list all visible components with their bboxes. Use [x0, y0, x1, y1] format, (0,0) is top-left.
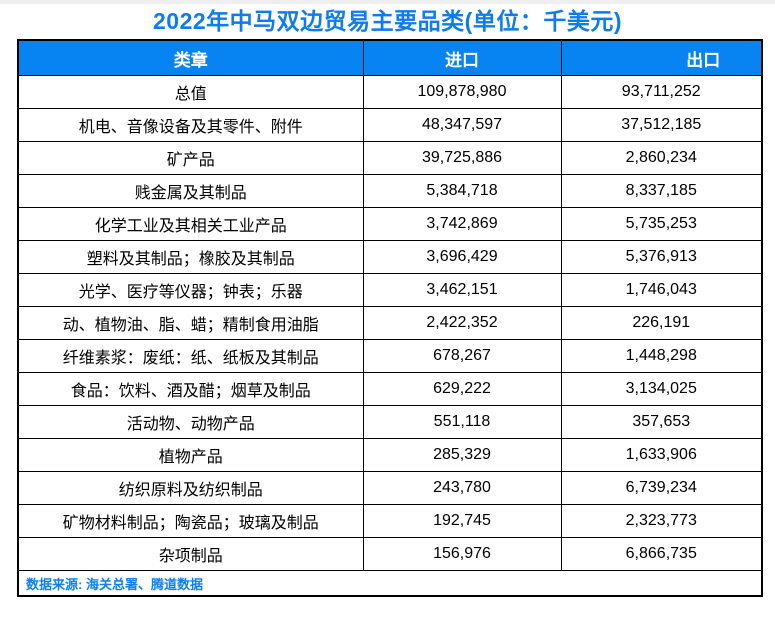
category-cell: 植物产品: [17, 438, 364, 472]
import-value-cell: 678,267: [362, 339, 562, 373]
top-strip-divider: [0, 0, 775, 4]
import-value-cell: 551,118: [362, 405, 562, 439]
export-value-cell: 6,866,735: [560, 537, 763, 571]
category-cell: 活动物、动物产品: [17, 405, 364, 439]
import-value-cell: 3,742,869: [362, 207, 562, 241]
category-cell: 食品：饮料、酒及醋；烟草及制品: [17, 372, 364, 406]
import-value-cell: 3,462,151: [362, 273, 562, 307]
import-value-cell: 5,384,718: [362, 174, 562, 208]
category-cell: 纤维素浆：废纸：纸、纸板及其制品: [17, 339, 364, 373]
col-header-import: 进口: [362, 39, 562, 76]
export-value-cell: 226,191: [560, 306, 763, 340]
export-value-cell: 5,376,913: [560, 240, 763, 274]
category-cell: 总值: [17, 75, 364, 109]
export-value-cell: 3,134,025: [560, 372, 763, 406]
export-value-cell: 5,735,253: [560, 207, 763, 241]
export-value-cell: 37,512,185: [560, 108, 763, 142]
category-cell: 化学工业及其相关工业产品: [17, 207, 364, 241]
table-row: 机电、音像设备及其零件、附件 48,347,597 37,512,185: [17, 108, 763, 142]
category-cell: 杂项制品: [17, 537, 364, 571]
table-row: 总值 109,878,980 93,711,252: [17, 75, 763, 109]
col-header-export: 出口: [560, 39, 763, 76]
trade-table: 类章 进口 出口 总值 109,878,980 93,711,252 机电、音像…: [17, 39, 763, 597]
export-value-cell: 6,739,234: [560, 471, 763, 505]
page-title: 2022年中马双边贸易主要品类(单位：千美元): [153, 8, 622, 34]
footer-row: 数据来源: 海关总署、腾道数据: [17, 570, 763, 597]
import-value-cell: 109,878,980: [362, 75, 562, 109]
import-value-cell: 192,745: [362, 504, 562, 538]
import-value-cell: 3,696,429: [362, 240, 562, 274]
export-value-cell: 357,653: [560, 405, 763, 439]
table-row: 塑料及其制品；橡胶及其制品 3,696,429 5,376,913: [17, 240, 763, 274]
export-value-cell: 2,860,234: [560, 141, 763, 175]
table-row: 纤维素浆：废纸：纸、纸板及其制品 678,267 1,448,298: [17, 339, 763, 373]
category-cell: 动、植物油、脂、蜡；精制食用油脂: [17, 306, 364, 340]
export-value-cell: 8,337,185: [560, 174, 763, 208]
export-value-cell: 2,323,773: [560, 504, 763, 538]
export-value-cell: 93,711,252: [560, 75, 763, 109]
import-value-cell: 243,780: [362, 471, 562, 505]
import-value-cell: 39,725,886: [362, 141, 562, 175]
header-row: 类章 进口 出口: [17, 39, 763, 76]
export-value-cell: 1,633,906: [560, 438, 763, 472]
import-value-cell: 629,222: [362, 372, 562, 406]
category-cell: 矿物材料制品；陶瓷品；玻璃及制品: [17, 504, 364, 538]
table-row: 杂项制品 156,976 6,866,735: [17, 537, 763, 571]
table-row: 矿产品 39,725,886 2,860,234: [17, 141, 763, 175]
source-note: 数据来源: 海关总署、腾道数据: [17, 570, 763, 597]
table-row: 动、植物油、脂、蜡；精制食用油脂 2,422,352 226,191: [17, 306, 763, 340]
category-cell: 矿产品: [17, 141, 364, 175]
table-row: 贱金属及其制品 5,384,718 8,337,185: [17, 174, 763, 208]
table-row: 矿物材料制品；陶瓷品；玻璃及制品 192,745 2,323,773: [17, 504, 763, 538]
table-row: 纺织原料及纺织制品 243,780 6,739,234: [17, 471, 763, 505]
table-row: 活动物、动物产品 551,118 357,653: [17, 405, 763, 439]
col-header-category: 类章: [17, 39, 364, 76]
category-cell: 机电、音像设备及其零件、附件: [17, 108, 364, 142]
import-value-cell: 48,347,597: [362, 108, 562, 142]
table-row: 化学工业及其相关工业产品 3,742,869 5,735,253: [17, 207, 763, 241]
category-cell: 纺织原料及纺织制品: [17, 471, 364, 505]
table-row: 食品：饮料、酒及醋；烟草及制品 629,222 3,134,025: [17, 372, 763, 406]
category-cell: 贱金属及其制品: [17, 174, 364, 208]
category-cell: 光学、医疗等仪器；钟表；乐器: [17, 273, 364, 307]
export-value-cell: 1,448,298: [560, 339, 763, 373]
table-row: 光学、医疗等仪器；钟表；乐器 3,462,151 1,746,043: [17, 273, 763, 307]
import-value-cell: 156,976: [362, 537, 562, 571]
import-value-cell: 285,329: [362, 438, 562, 472]
export-value-cell: 1,746,043: [560, 273, 763, 307]
category-cell: 塑料及其制品；橡胶及其制品: [17, 240, 364, 274]
table-row: 植物产品 285,329 1,633,906: [17, 438, 763, 472]
import-value-cell: 2,422,352: [362, 306, 562, 340]
